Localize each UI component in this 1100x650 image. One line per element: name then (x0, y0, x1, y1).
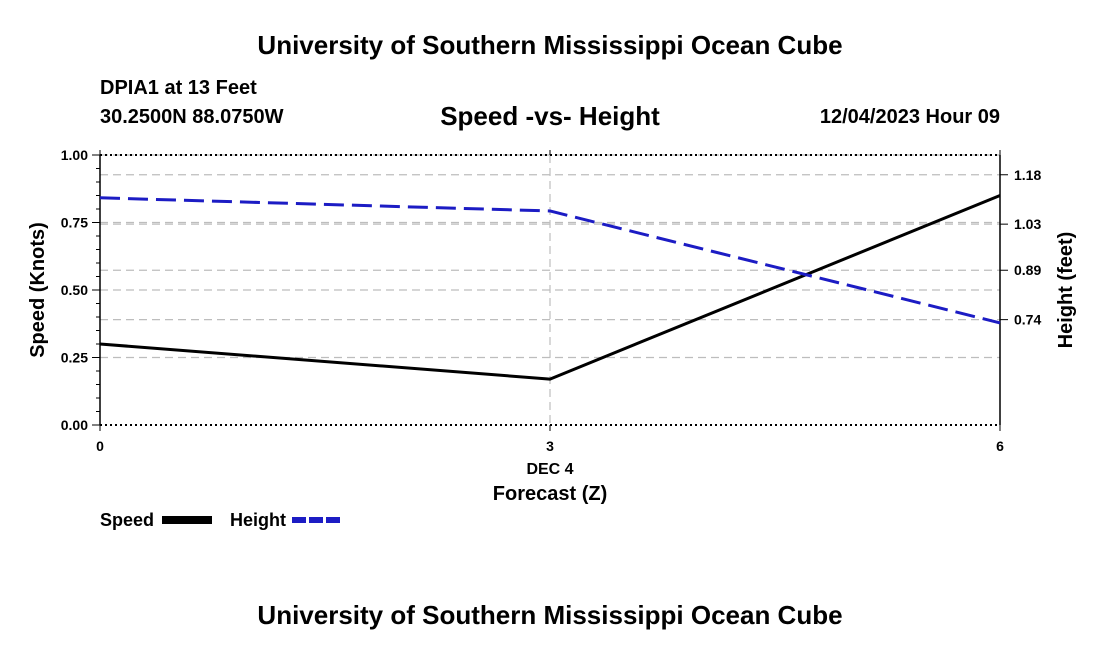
chart-subtitle: Speed -vs- Height (440, 101, 660, 131)
x-date-label: DEC 4 (526, 461, 573, 478)
page-title: University of Southern Mississippi Ocean… (257, 30, 843, 60)
x-tick-label: 3 (546, 438, 554, 454)
station-coords: 30.2500N 88.0750W (100, 106, 284, 128)
y-tick-label-left: 0.25 (61, 350, 88, 366)
forecast-datetime: 12/04/2023 Hour 09 (819, 106, 1000, 128)
x-tick-label: 0 (96, 438, 104, 454)
legend-height-label: Height (230, 510, 286, 530)
x-tick-label: 6 (996, 438, 1004, 454)
station-label: DPIA1 at 13 Feet (100, 77, 257, 99)
x-axis-label: Forecast (Z) (493, 483, 607, 505)
y-tick-label-left: 0.75 (61, 215, 88, 231)
series-line-speed (99, 194, 1001, 381)
y-tick-label-right: 0.89 (1014, 262, 1041, 278)
y-axis-label-left: Speed (Knots) (27, 222, 49, 358)
footer-title: University of Southern Mississippi Ocean… (257, 600, 843, 630)
series-line-height (99, 196, 1001, 325)
y-tick-label-right: 0.74 (1014, 312, 1041, 328)
y-tick-label-right: 1.18 (1014, 167, 1041, 183)
y-tick-label-left: 1.00 (61, 147, 88, 163)
y-tick-label-left: 0.50 (61, 282, 88, 298)
y-axis-label-right: Height (feet) (1055, 232, 1077, 349)
y-tick-label-right: 1.03 (1014, 216, 1041, 232)
legend-speed-label: Speed (100, 510, 155, 530)
y-tick-label-left: 0.00 (61, 417, 88, 433)
